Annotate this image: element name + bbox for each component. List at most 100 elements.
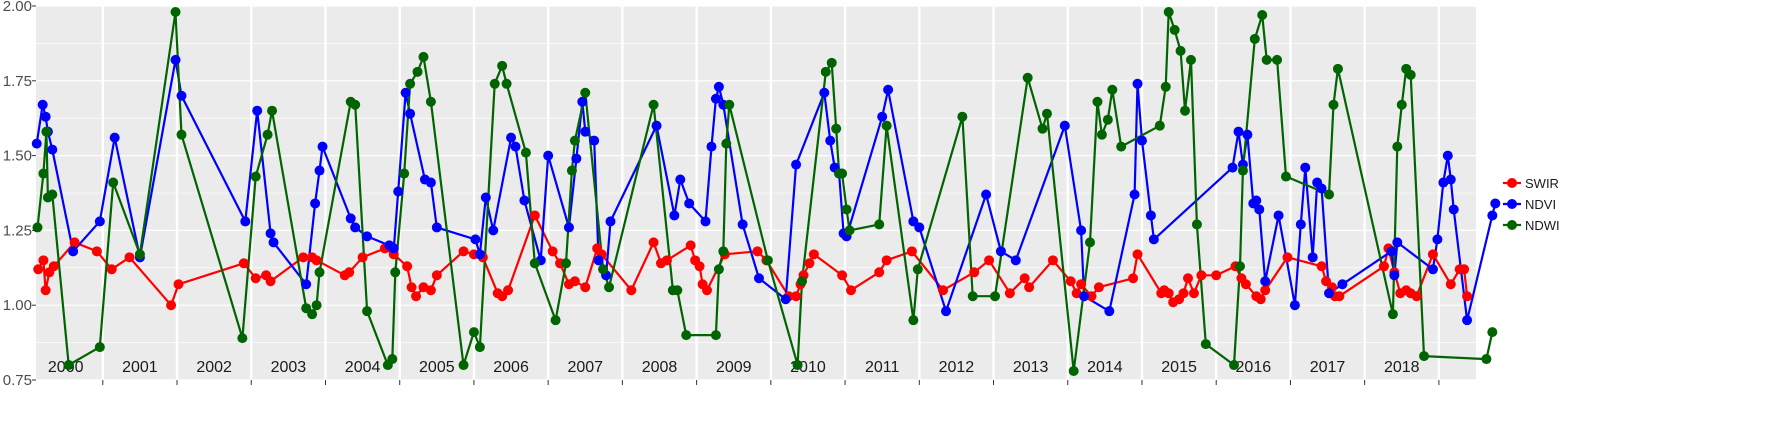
data-point-ndwi [1175,45,1186,56]
y-tick-label: 1.25 [3,222,32,239]
data-point-swir [1076,279,1087,290]
y-axis: 0.75 1.00 1.25 1.50 1.75 2.00 [3,0,36,389]
data-point-ndvi [519,195,530,206]
y-tick-label: 1.00 [3,297,32,314]
data-point-ndwi [1487,327,1498,338]
data-point-ndvi [651,120,662,131]
year-label-2017: 2017 [1310,359,1346,376]
data-point-ndvi [405,108,416,119]
data-point-ndwi [1037,123,1048,134]
data-point-ndwi [176,129,187,140]
data-point-ndwi [520,147,531,158]
x-axis [102,380,1440,385]
data-point-swir [648,237,659,248]
data-point-ndvi [825,135,836,146]
data-point-swir [344,267,355,278]
data-point-swir [804,258,815,269]
data-point-ndwi [820,66,831,77]
data-point-ndvi [1442,150,1453,161]
legend-label-swir: SWIR [1525,176,1559,191]
data-point-ndwi [170,6,181,17]
data-point-ndwi [580,87,591,98]
year-label-2003: 2003 [271,359,307,376]
data-point-ndvi [31,138,42,149]
data-point-swir [984,255,995,266]
data-point-ndvi [109,132,120,143]
data-point-ndwi [1154,120,1165,131]
data-point-ndvi [317,141,328,152]
data-point-ndwi [718,246,729,257]
y-tick-label: 1.75 [3,73,32,90]
data-point-ndwi [501,78,512,89]
data-point-swir [1065,276,1076,287]
data-point-swir [250,273,261,284]
data-point-ndwi [1332,63,1343,74]
data-point-swir [402,261,413,272]
legend-key-point-swir [1507,178,1517,188]
data-point-swir [938,285,949,296]
year-label-2008: 2008 [642,359,678,376]
data-point-swir [411,291,422,302]
year-labels: 2000200120022003200420052006200720082009… [48,359,1420,376]
data-point-ndwi [1392,141,1403,152]
data-point-swir [503,285,514,296]
data-point-ndvi [700,216,711,227]
data-point-ndvi [1079,291,1090,302]
data-point-ndwi [1085,237,1096,248]
data-point-ndwi [797,276,808,287]
data-point-ndvi [713,81,724,92]
data-point-ndwi [713,264,724,275]
year-label-2014: 2014 [1087,359,1123,376]
data-point-ndwi [908,315,919,326]
data-point-ndwi [311,300,322,311]
data-point-swir [1427,249,1438,260]
data-point-ndwi [604,282,615,293]
data-point-ndvi [753,273,764,284]
data-point-ndwi [458,360,469,371]
data-point-swir [166,300,177,311]
data-point-ndvi [1487,210,1498,221]
legend: SWIR NDVI NDWI [1503,176,1560,233]
data-point-swir [969,267,980,278]
data-point-swir [1188,288,1199,299]
data-point-swir [1024,282,1035,293]
year-label-2007: 2007 [567,359,603,376]
data-point-ndvi [37,99,48,110]
data-point-ndwi [721,138,732,149]
data-point-ndvi [1316,183,1327,194]
data-point-swir [1316,261,1327,272]
data-point-ndwi [63,360,74,371]
data-point-swir [1047,255,1058,266]
data-point-ndwi [1396,99,1407,110]
data-point-ndvi [1445,174,1456,185]
data-point-ndvi [47,144,58,155]
data-point-swir [1093,282,1104,293]
data-point-ndwi [566,165,577,176]
data-point-ndvi [488,225,499,236]
data-point-ndvi [388,243,399,254]
data-point-swir [1019,273,1030,284]
data-point-ndvi [1427,264,1438,275]
data-point-ndwi [762,255,773,266]
data-point-ndvi [1104,306,1115,317]
data-point-ndvi [176,90,187,101]
data-point-ndwi [841,204,852,215]
legend-label-ndvi: NDVI [1525,197,1556,212]
data-point-ndvi [1010,255,1021,266]
year-label-2001: 2001 [122,359,158,376]
data-point-ndwi [1068,366,1079,377]
data-point-ndvi [883,84,894,95]
data-point-ndvi [350,222,361,233]
data-point-ndwi [1200,339,1211,350]
data-point-ndwi [1405,69,1416,80]
data-point-ndvi [265,228,276,239]
data-point-swir [265,276,276,287]
data-point-swir [425,285,436,296]
data-point-ndvi [1324,288,1335,299]
data-point-ndwi [32,222,43,233]
data-point-ndwi [405,78,416,89]
data-point-swir [694,261,705,272]
data-point-ndwi [792,360,803,371]
data-point-ndvi [268,237,279,248]
data-point-ndvi [593,255,604,266]
